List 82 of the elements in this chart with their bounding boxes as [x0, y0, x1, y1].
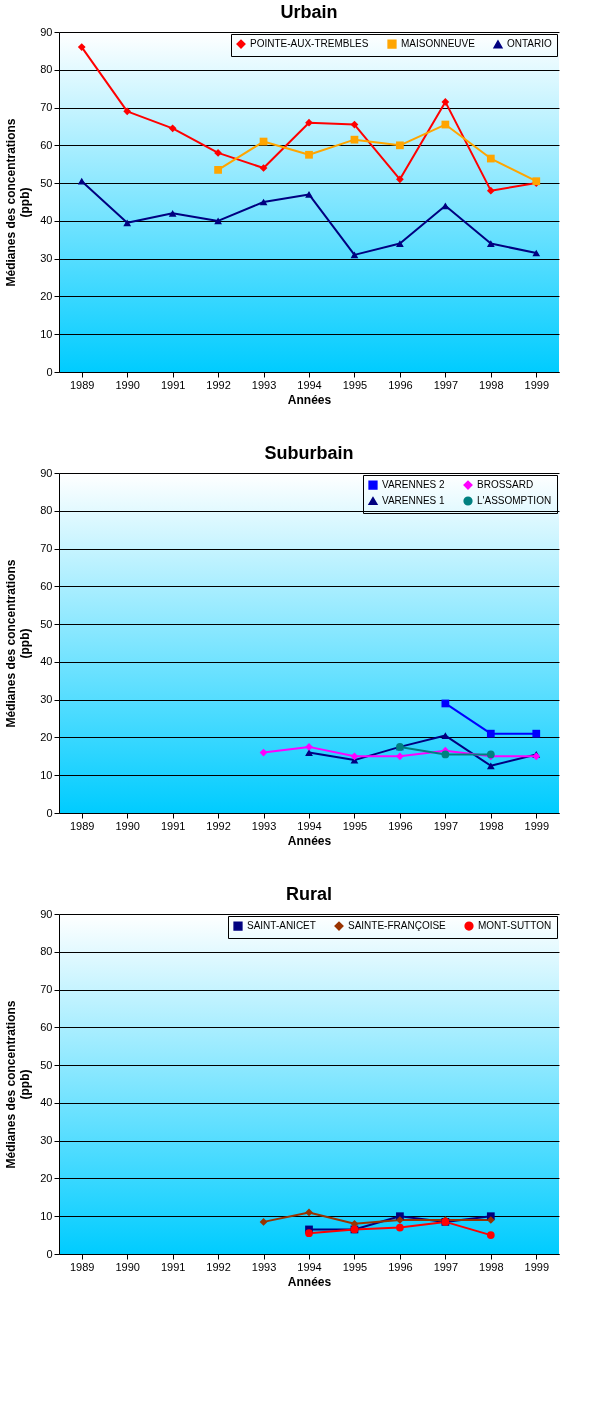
- y-tick-label: 80: [40, 63, 53, 76]
- legend-label: VARENNES 2: [382, 479, 446, 491]
- y-tick-label: 40: [40, 214, 53, 227]
- x-tick-label: 1989: [69, 378, 95, 391]
- legend-label: MAISONNEUVE: [401, 38, 476, 50]
- legend-label: MONT-SUTTON: [478, 920, 552, 932]
- x-axis-title: Années: [287, 833, 332, 848]
- x-axis-title: Années: [287, 1274, 332, 1289]
- x-tick-label: 1999: [524, 378, 550, 391]
- x-tick-label: 1995: [342, 1260, 368, 1273]
- y-tick-label: 30: [40, 252, 53, 265]
- x-tick-label: 1992: [206, 819, 231, 832]
- legend-label: POINTE-AUX-TREMBLES: [250, 38, 369, 50]
- y-tick-label: 90: [40, 25, 53, 38]
- chart-title: Suburbain: [264, 443, 354, 463]
- x-tick-label: 1997: [433, 819, 459, 832]
- y-tick-label: 70: [40, 101, 53, 114]
- y-tick-label: 0: [46, 365, 53, 378]
- y-tick-label: 10: [40, 768, 53, 781]
- chart-title: Rural: [285, 884, 333, 904]
- x-tick-label: 1997: [433, 1260, 459, 1273]
- y-tick-label: 80: [40, 504, 53, 517]
- y-tick-label: 20: [40, 1171, 53, 1184]
- y-tick-label: 90: [40, 466, 53, 479]
- x-tick-label: 1993: [251, 819, 277, 832]
- x-tick-label: 1998: [479, 378, 504, 391]
- y-tick-label: 50: [40, 1058, 53, 1071]
- x-tick-label: 1992: [206, 1260, 231, 1273]
- y-tick-label: 70: [40, 542, 53, 555]
- legend-label: BROSSARD: [477, 479, 534, 491]
- x-tick-label: 1993: [251, 378, 277, 391]
- x-tick-label: 1994: [297, 1260, 322, 1273]
- x-tick-label: 1995: [342, 378, 368, 391]
- legend-label: SAINTE-FRANÇOISE: [348, 920, 447, 932]
- y-tick-label: 50: [40, 176, 53, 189]
- y-tick-label: 0: [46, 806, 53, 819]
- y-tick-label: 40: [40, 655, 53, 668]
- legend-label: ONTARIO: [507, 38, 553, 50]
- x-tick-label: 1990: [115, 819, 140, 832]
- legend-label: VARENNES 1: [382, 495, 446, 506]
- x-tick-label: 1999: [524, 819, 550, 832]
- x-axis-title: Années: [287, 392, 332, 407]
- x-tick-label: 1989: [69, 819, 95, 832]
- x-tick-label: 1995: [342, 819, 368, 832]
- y-tick-label: 20: [40, 730, 53, 743]
- x-tick-label: 1990: [115, 1260, 140, 1273]
- y-axis-title: Médianes des concentrations (ppb): [4, 118, 33, 287]
- x-tick-label: 1993: [251, 1260, 277, 1273]
- y-axis-title: Médianes des concentrations (ppb): [4, 559, 33, 728]
- x-tick-label: 1991: [160, 819, 186, 832]
- x-tick-label: 1992: [206, 378, 231, 391]
- y-tick-label: 60: [40, 138, 53, 151]
- x-tick-label: 1991: [160, 378, 186, 391]
- legend-label: SAINT-ANICET: [247, 920, 316, 932]
- x-tick-label: 1998: [479, 819, 504, 832]
- y-tick-label: 20: [40, 289, 53, 302]
- y-tick-label: 30: [40, 693, 53, 706]
- y-tick-label: 90: [40, 907, 53, 920]
- y-tick-label: 40: [40, 1096, 53, 1109]
- y-tick-label: 30: [40, 1134, 53, 1147]
- x-tick-label: 1991: [160, 1260, 186, 1273]
- y-tick-label: 60: [40, 1020, 53, 1033]
- y-tick-label: 60: [40, 579, 53, 592]
- y-tick-label: 70: [40, 983, 53, 996]
- y-tick-label: 10: [40, 327, 53, 340]
- y-tick-label: 0: [46, 1247, 53, 1260]
- x-tick-label: 1996: [388, 1260, 413, 1273]
- legend-label: L'ASSOMPTION: [477, 495, 552, 506]
- y-tick-label: 80: [40, 945, 53, 958]
- x-tick-label: 1998: [479, 1260, 504, 1273]
- x-tick-label: 1994: [297, 378, 322, 391]
- x-tick-label: 1996: [388, 378, 413, 391]
- chart-title: Urbain: [280, 2, 338, 22]
- y-tick-label: 50: [40, 617, 53, 630]
- x-tick-label: 1997: [433, 378, 459, 391]
- y-axis-title: Médianes des concentrations (ppb): [4, 1000, 33, 1169]
- x-tick-label: 1989: [69, 1260, 95, 1273]
- y-tick-label: 10: [40, 1209, 53, 1222]
- x-tick-label: 1994: [297, 819, 322, 832]
- x-tick-label: 1996: [388, 819, 413, 832]
- x-tick-label: 1999: [524, 1260, 550, 1273]
- x-tick-label: 1990: [115, 378, 140, 391]
